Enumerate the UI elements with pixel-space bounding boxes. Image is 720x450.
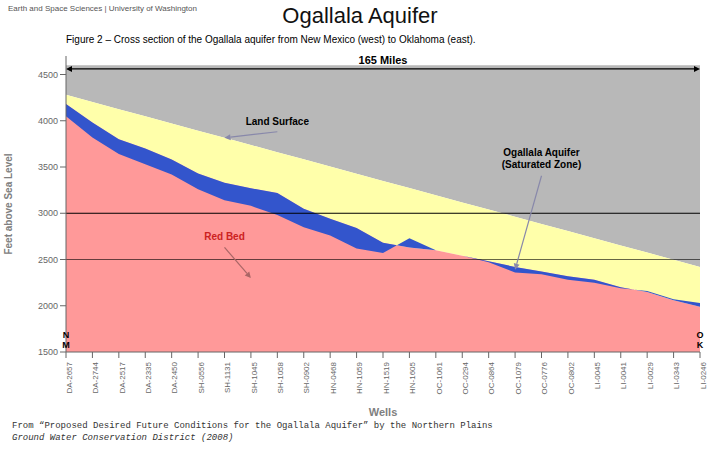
html-text:Earth and Space Sciences | Uni: Earth and Space Sciences | University of… [8, 4, 197, 13]
svg-text:LI-0343: LI-0343 [672, 361, 681, 389]
svg-text:OC-0864: OC-0864 [487, 361, 496, 394]
svg-text:HN-1059: HN-1059 [355, 361, 364, 394]
svg-text:DA-2744: DA-2744 [91, 361, 100, 393]
svg-text:LI-0246: LI-0246 [699, 361, 708, 389]
svg-text:DA-2335: DA-2335 [144, 361, 153, 393]
svg-text:SH-0556: SH-0556 [197, 361, 206, 393]
svg-text:165 Miles: 165 Miles [359, 54, 408, 66]
svg-text:DA-2517: DA-2517 [118, 361, 127, 393]
svg-text:2000: 2000 [38, 301, 58, 311]
svg-text:OC-0776: OC-0776 [540, 361, 549, 394]
svg-text:LI-0029: LI-0029 [646, 361, 655, 389]
svg-text:DA-2450: DA-2450 [170, 361, 179, 393]
svg-text:Land Surface: Land Surface [246, 115, 310, 126]
svg-text:2500: 2500 [38, 255, 58, 265]
svg-text:NM: NM [62, 330, 70, 350]
svg-text:3000: 3000 [38, 208, 58, 218]
svg-text:Feet above Sea Level: Feet above Sea Level [8, 153, 14, 254]
svg-text:SH-0902: SH-0902 [302, 361, 311, 393]
svg-text:LI-0045: LI-0045 [593, 361, 602, 389]
svg-text:HN-1519: HN-1519 [382, 361, 391, 394]
svg-text:HN-0468: HN-0468 [329, 361, 338, 394]
svg-text:Red Bed: Red Bed [204, 231, 245, 242]
svg-text:LI-0041: LI-0041 [619, 361, 628, 389]
svg-text:4000: 4000 [38, 116, 58, 126]
svg-text:4500: 4500 [38, 70, 58, 80]
html-text:From “Proposed Desired Future: From “Proposed Desired Future Conditions… [12, 421, 493, 431]
svg-text:HN-1605: HN-1605 [408, 361, 417, 394]
svg-text:Wells: Wells [369, 406, 398, 418]
svg-text:1500: 1500 [38, 347, 58, 357]
svg-text:3500: 3500 [38, 162, 58, 172]
svg-text:SH-1058: SH-1058 [276, 361, 285, 393]
html-text:Ground Water Conservation Dist: Ground Water Conservation District (2008… [12, 433, 234, 443]
svg-text:DA-2657: DA-2657 [65, 361, 74, 393]
svg-text:OC-0802: OC-0802 [567, 361, 576, 394]
svg-text:SH-1131: SH-1131 [223, 361, 232, 393]
html-text:Ogallala Aquifer: Ogallala Aquifer [282, 3, 438, 28]
svg-text:OK: OK [696, 330, 703, 350]
svg-text:SH-1045: SH-1045 [250, 361, 259, 393]
svg-text:Ogallala Aquifer(Saturated Zon: Ogallala Aquifer(Saturated Zone) [502, 146, 581, 169]
svg-text:OC-1079: OC-1079 [514, 361, 523, 394]
html-text:Figure 2 – Cross section of th: Figure 2 – Cross section of the Ogallala… [66, 34, 476, 45]
svg-text:OC-1061: OC-1061 [435, 361, 444, 394]
svg-text:OC-0294: OC-0294 [461, 361, 470, 394]
